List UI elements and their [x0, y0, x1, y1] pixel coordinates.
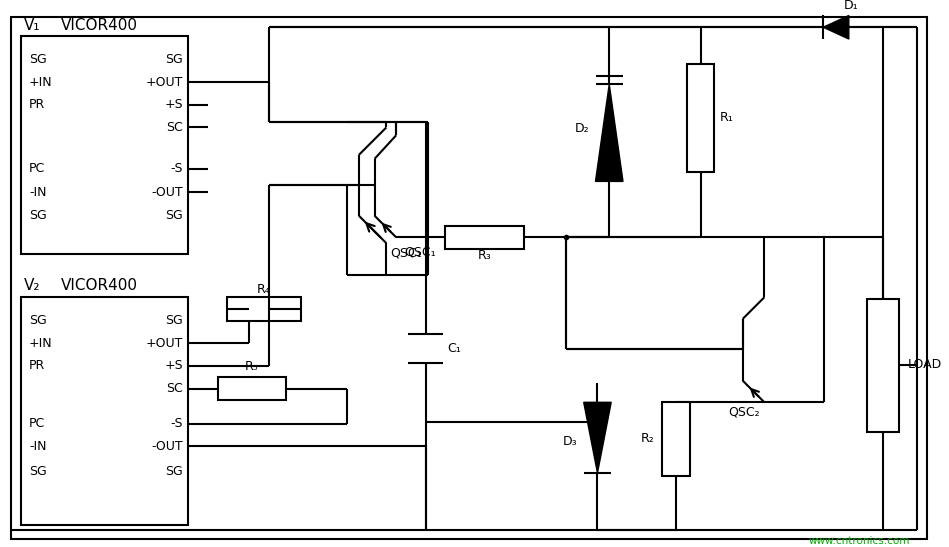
Text: R₅: R₅	[245, 360, 259, 374]
Text: SG: SG	[29, 464, 47, 478]
Text: QSC₁: QSC₁	[390, 247, 422, 260]
Text: R₃: R₃	[477, 248, 492, 261]
Polygon shape	[824, 15, 848, 39]
Text: -IN: -IN	[29, 440, 47, 453]
Text: D₁: D₁	[844, 0, 859, 12]
Text: R₄: R₄	[257, 283, 270, 296]
Text: -OUT: -OUT	[152, 185, 183, 199]
Text: SG: SG	[29, 315, 47, 327]
Bar	[217, 377, 287, 400]
Text: SG: SG	[29, 210, 47, 222]
Text: SG: SG	[165, 464, 183, 478]
Bar	[687, 63, 715, 172]
Text: -IN: -IN	[29, 185, 47, 199]
Text: LOAD: LOAD	[907, 358, 942, 371]
Text: SG: SG	[29, 53, 47, 66]
Text: D₃: D₃	[563, 435, 578, 448]
Text: SG: SG	[165, 315, 183, 327]
Text: R₁: R₁	[720, 111, 734, 124]
Bar	[21, 297, 188, 525]
Text: -S: -S	[171, 162, 183, 175]
Text: R₂: R₂	[641, 432, 655, 445]
Bar	[662, 402, 690, 476]
Text: SC: SC	[166, 121, 183, 134]
Text: +OUT: +OUT	[146, 337, 183, 350]
Text: SC: SC	[166, 382, 183, 395]
Text: PC: PC	[29, 417, 46, 430]
Text: PC: PC	[29, 162, 46, 175]
Text: PR: PR	[29, 359, 46, 373]
Bar	[445, 225, 524, 249]
Text: QSC₁: QSC₁	[404, 246, 436, 259]
Text: C₁: C₁	[447, 342, 461, 355]
Bar	[228, 297, 301, 321]
Bar	[867, 299, 899, 432]
Text: QSC₂: QSC₂	[728, 406, 759, 418]
Text: VICOR400: VICOR400	[61, 278, 138, 293]
Polygon shape	[584, 402, 611, 473]
Text: PR: PR	[29, 98, 46, 111]
Text: +S: +S	[164, 98, 183, 111]
Text: V₂: V₂	[24, 278, 41, 293]
Text: +IN: +IN	[29, 337, 52, 350]
Text: D₂: D₂	[575, 122, 589, 135]
Text: SG: SG	[165, 53, 183, 66]
Polygon shape	[596, 84, 623, 182]
Text: VICOR400: VICOR400	[61, 18, 138, 33]
Bar	[21, 36, 188, 254]
Text: www.cntronics.com: www.cntronics.com	[809, 536, 910, 546]
Text: V₁: V₁	[24, 18, 41, 33]
Text: -OUT: -OUT	[152, 440, 183, 453]
Text: -S: -S	[171, 417, 183, 430]
Text: +S: +S	[164, 359, 183, 373]
Text: SG: SG	[165, 210, 183, 222]
Text: +OUT: +OUT	[146, 75, 183, 89]
Text: +IN: +IN	[29, 75, 52, 89]
